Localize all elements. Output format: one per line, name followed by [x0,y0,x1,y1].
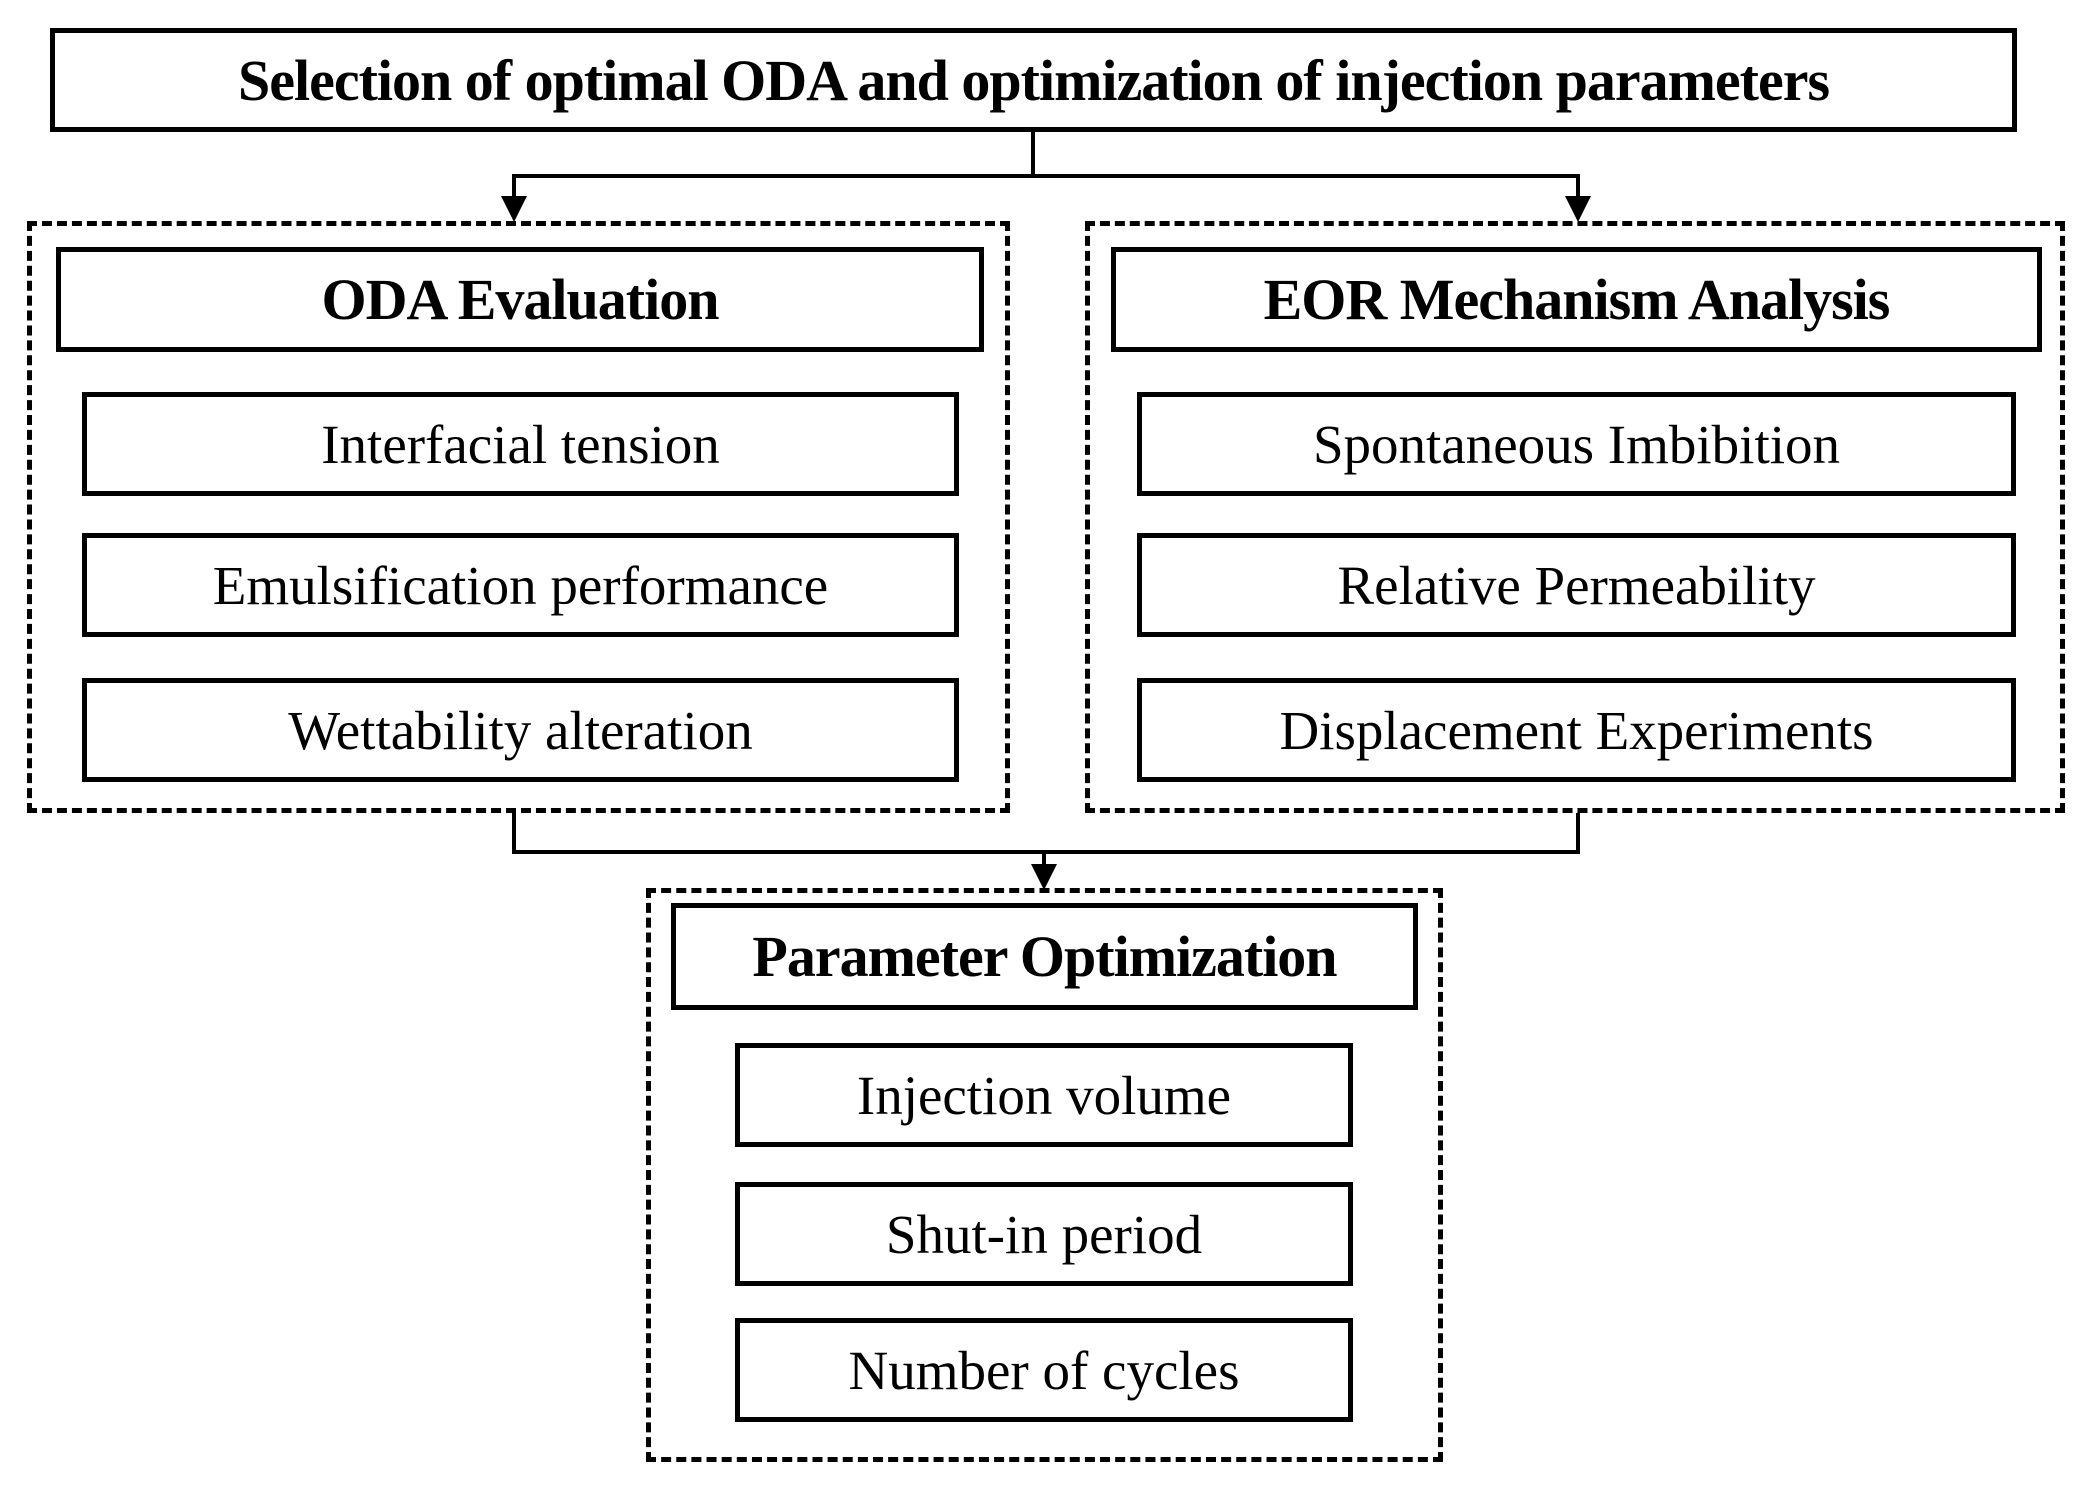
item-label: Number of cycles [848,1339,1240,1401]
item-interfacial-tension: Interfacial tension [82,392,959,496]
panel-oda-evaluation: ODA Evaluation Interfacial tension Emuls… [27,221,1010,813]
connector-drop-right [1576,174,1580,198]
connector-title-stem [1031,132,1035,178]
item-label: Wettability alteration [288,699,753,761]
arrow-down-head-bottom [1031,864,1057,890]
item-label: Injection volume [856,1064,1232,1126]
item-label: Emulsification performance [212,554,829,616]
item-emulsification-performance: Emulsification performance [82,533,959,637]
connector-rise-left [512,813,516,854]
connector-drop-left [512,174,516,198]
connector-rise-right [1576,813,1580,854]
item-wettability-alteration: Wettability alteration [82,678,959,782]
panel-header-label: ODA Evaluation [321,267,720,332]
connector-merge-horizontal [512,850,1580,854]
arrow-down-head-right [1565,196,1591,222]
item-label: Spontaneous Imbibition [1312,413,1841,475]
item-label: Interfacial tension [321,413,720,475]
item-shut-in-period: Shut-in period [735,1182,1353,1286]
item-injection-volume: Injection volume [735,1043,1353,1147]
panel-header-parameter-optimization: Parameter Optimization [671,903,1418,1010]
item-number-of-cycles: Number of cycles [735,1318,1353,1422]
panel-eor-mechanism-analysis: EOR Mechanism Analysis Spontaneous Imbib… [1085,221,2065,813]
connector-merge-stem [1042,850,1046,866]
title-box: Selection of optimal ODA and optimizatio… [50,28,2017,132]
panel-parameter-optimization: Parameter Optimization Injection volume … [646,888,1443,1462]
panel-header-label: EOR Mechanism Analysis [1263,267,1891,332]
arrow-down-head-left [501,196,527,222]
panel-header-oda-evaluation: ODA Evaluation [56,247,984,352]
item-relative-permeability: Relative Permeability [1137,533,2016,637]
item-label: Displacement Experiments [1279,699,1874,761]
item-displacement-experiments: Displacement Experiments [1137,678,2016,782]
item-spontaneous-imbibition: Spontaneous Imbibition [1137,392,2016,496]
item-label: Relative Permeability [1337,554,1816,616]
item-label: Shut-in period [885,1203,1203,1265]
diagram-title: Selection of optimal ODA and optimizatio… [237,47,1830,113]
panel-header-eor-mechanism-analysis: EOR Mechanism Analysis [1111,247,2042,352]
panel-header-label: Parameter Optimization [752,924,1337,989]
connector-split-horizontal [512,174,1580,178]
